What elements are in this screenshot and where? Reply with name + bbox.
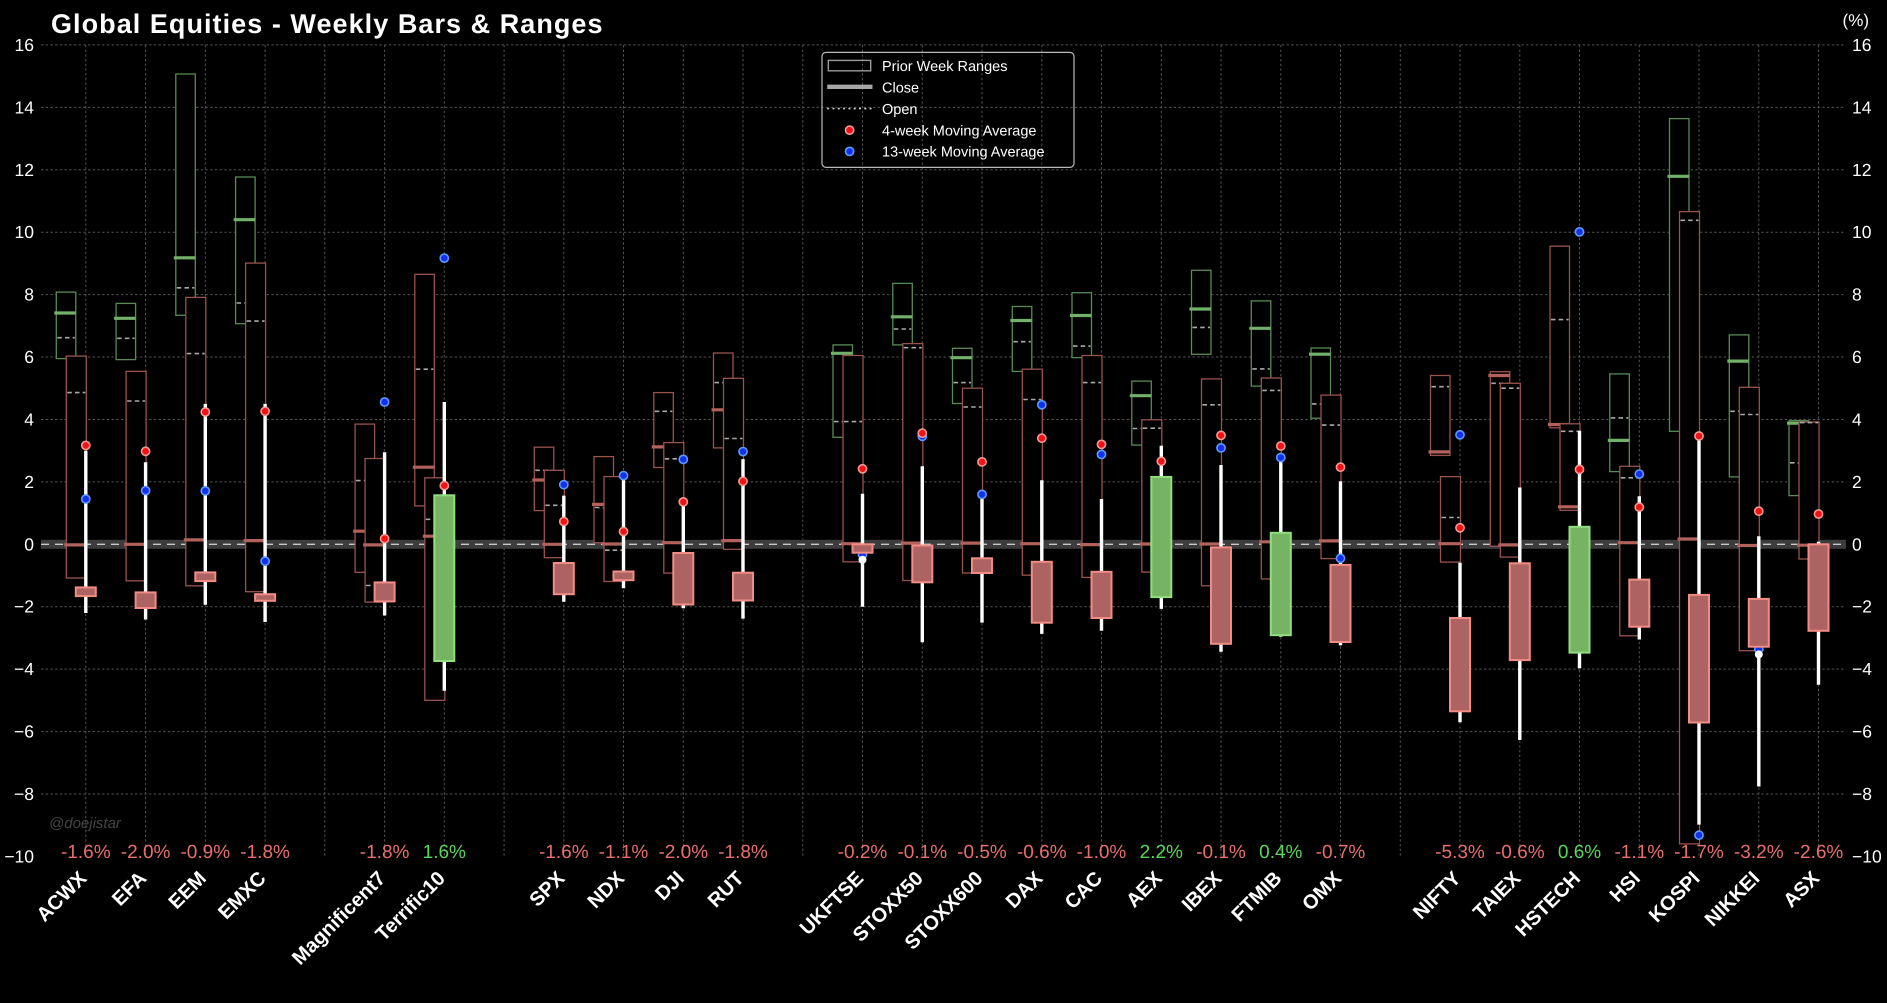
svg-text:-1.7%: -1.7% xyxy=(1674,842,1724,863)
svg-text:-0.6%: -0.6% xyxy=(1017,842,1067,863)
svg-text:6: 6 xyxy=(24,347,34,367)
svg-text:-1.1%: -1.1% xyxy=(599,842,649,863)
svg-text:-0.6%: -0.6% xyxy=(1495,842,1545,863)
svg-text:-2.0%: -2.0% xyxy=(658,842,708,863)
svg-text:-2.6%: -2.6% xyxy=(1794,842,1844,863)
svg-text:-0.9%: -0.9% xyxy=(180,842,230,863)
svg-text:−8: −8 xyxy=(14,784,34,804)
svg-text:−6: −6 xyxy=(14,722,34,742)
svg-text:1.6%: 1.6% xyxy=(423,842,466,863)
svg-text:−8: −8 xyxy=(1852,784,1872,804)
svg-text:6: 6 xyxy=(1852,347,1862,367)
svg-text:−4: −4 xyxy=(14,659,34,679)
svg-text:Open: Open xyxy=(882,102,917,118)
svg-text:12: 12 xyxy=(1852,160,1871,180)
svg-text:10: 10 xyxy=(1852,222,1872,242)
svg-text:2: 2 xyxy=(24,472,34,492)
svg-text:Close: Close xyxy=(882,80,919,96)
svg-text:4-week Moving Average: 4-week Moving Average xyxy=(882,124,1037,140)
svg-text:-5.3%: -5.3% xyxy=(1435,842,1485,863)
svg-text:2.2%: 2.2% xyxy=(1140,842,1183,863)
svg-text:0: 0 xyxy=(24,534,34,554)
svg-text:8: 8 xyxy=(24,285,34,305)
svg-text:−2: −2 xyxy=(14,597,34,617)
svg-text:14: 14 xyxy=(15,97,35,117)
svg-text:−10: −10 xyxy=(4,846,34,866)
svg-text:0: 0 xyxy=(1852,534,1862,554)
svg-text:−10: −10 xyxy=(1852,846,1882,866)
svg-text:-1.8%: -1.8% xyxy=(718,842,768,863)
svg-text:-2.0%: -2.0% xyxy=(121,842,171,863)
svg-text:Global Equities - Weekly Bars: Global Equities - Weekly Bars & Ranges xyxy=(51,9,604,39)
svg-text:8: 8 xyxy=(1852,285,1862,305)
svg-text:0.6%: 0.6% xyxy=(1558,842,1601,863)
svg-text:−6: −6 xyxy=(1852,722,1872,742)
svg-text:-1.0%: -1.0% xyxy=(1077,842,1127,863)
svg-text:-1.8%: -1.8% xyxy=(240,842,290,863)
svg-text:-0.7%: -0.7% xyxy=(1316,842,1366,863)
svg-text:14: 14 xyxy=(1852,97,1872,117)
svg-text:-1.8%: -1.8% xyxy=(360,842,410,863)
svg-text:-3.2%: -3.2% xyxy=(1734,842,1784,863)
svg-text:13-week Moving Average: 13-week Moving Average xyxy=(882,145,1045,161)
svg-text:-1.6%: -1.6% xyxy=(539,842,589,863)
svg-text:-0.1%: -0.1% xyxy=(1196,842,1246,863)
svg-text:-0.1%: -0.1% xyxy=(897,842,947,863)
svg-text:Prior Week Ranges: Prior Week Ranges xyxy=(882,59,1007,75)
svg-text:10: 10 xyxy=(15,222,35,242)
svg-text:@doejistar: @doejistar xyxy=(49,815,122,832)
svg-text:-1.6%: -1.6% xyxy=(61,842,111,863)
svg-text:-0.5%: -0.5% xyxy=(957,842,1007,863)
svg-text:16: 16 xyxy=(15,35,34,55)
svg-text:(%): (%) xyxy=(1843,11,1869,30)
svg-text:4: 4 xyxy=(1852,410,1862,430)
svg-text:-0.2%: -0.2% xyxy=(838,842,888,863)
svg-text:−2: −2 xyxy=(1852,597,1872,617)
svg-text:2: 2 xyxy=(1852,472,1862,492)
svg-text:0.4%: 0.4% xyxy=(1259,842,1302,863)
svg-text:−4: −4 xyxy=(1852,659,1872,679)
svg-text:-1.1%: -1.1% xyxy=(1614,842,1664,863)
svg-text:4: 4 xyxy=(24,410,34,430)
svg-text:16: 16 xyxy=(1852,35,1871,55)
svg-text:12: 12 xyxy=(15,160,34,180)
